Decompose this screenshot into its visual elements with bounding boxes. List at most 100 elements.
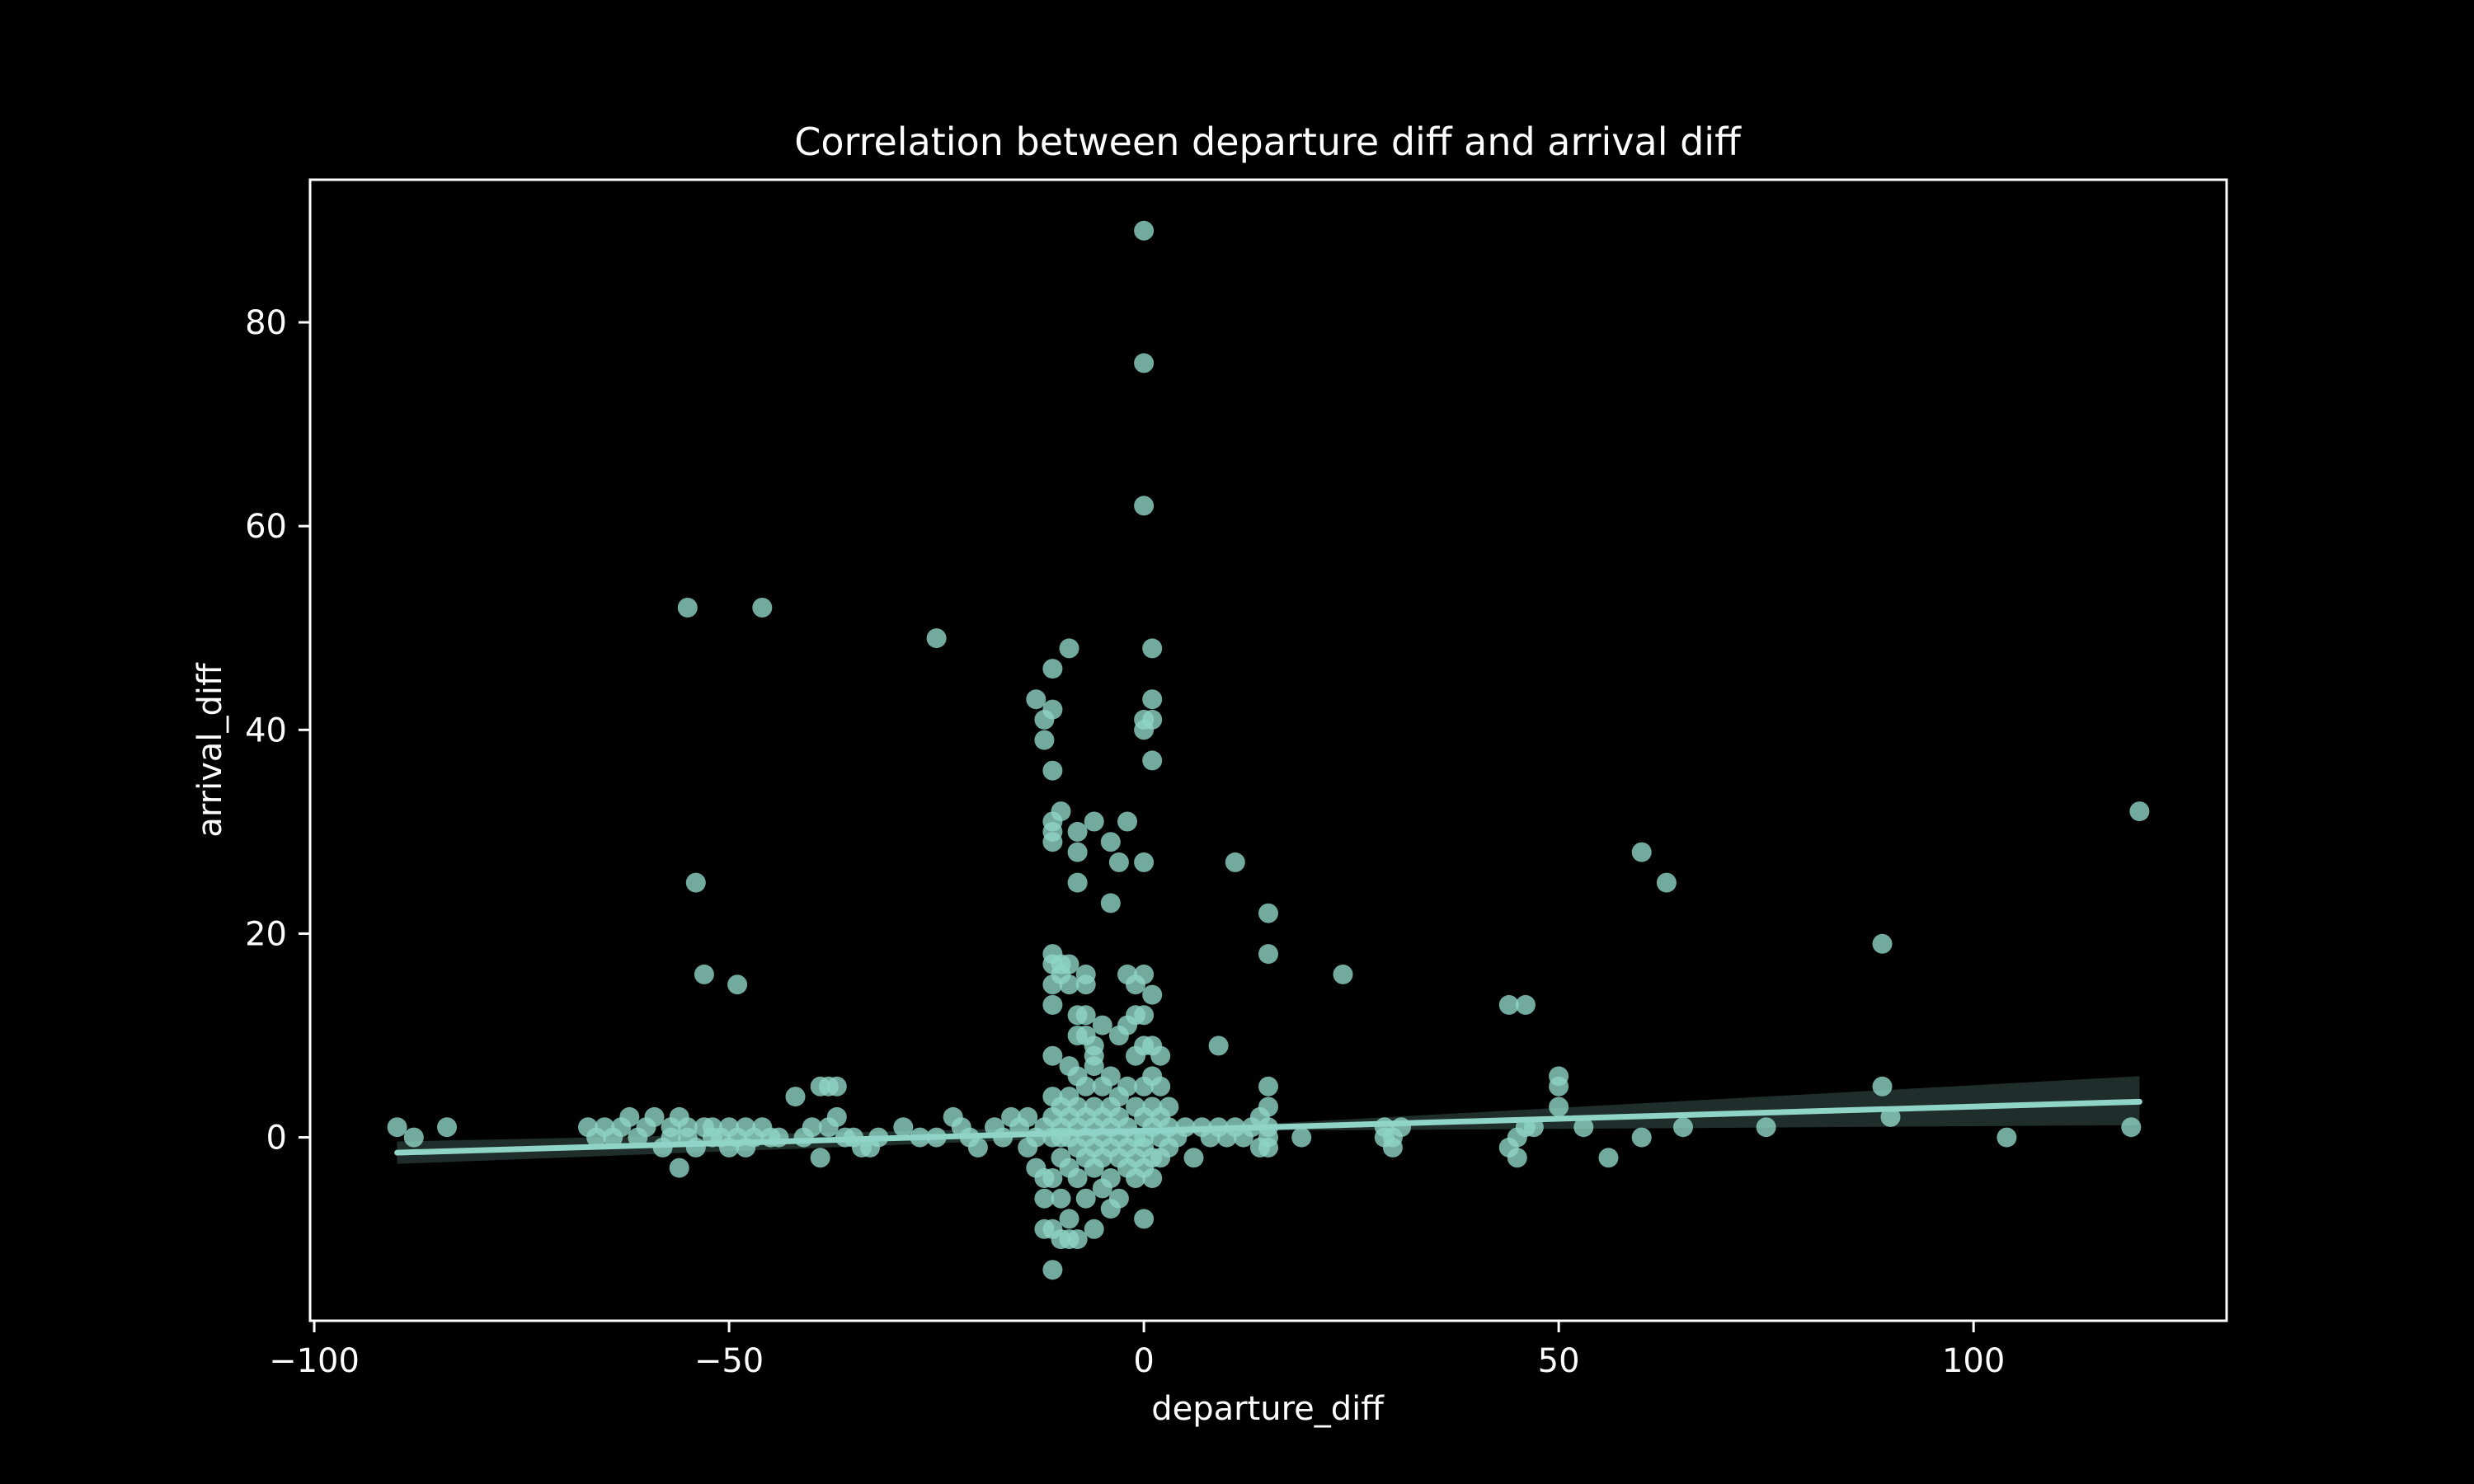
scatter-point [1159,1097,1179,1117]
scatter-point [1997,1127,2017,1148]
scatter-point [2121,1117,2142,1138]
y-tick-label: 20 [245,915,287,953]
scatter-point [1515,994,1536,1015]
scatter-point [826,1106,847,1127]
scatter-point [685,1137,706,1158]
scatter-point [1291,1127,1312,1148]
scatter-point [1142,638,1163,659]
scatter-point [1092,1015,1112,1036]
scatter-point [1150,1045,1171,1066]
scatter-point [1183,1148,1204,1168]
y-tick-label: 80 [245,304,287,342]
scatter-point [437,1117,457,1138]
scatter-point [685,872,706,893]
plot-area [387,220,2150,1280]
x-axis-label: departure_diff [1151,1390,1385,1428]
scatter-point [1134,1209,1155,1229]
scatter-point [1142,984,1163,1005]
scatter-point [1042,994,1063,1015]
scatter-point [1042,1168,1063,1188]
scatter-point [1108,1188,1129,1209]
scatter-point [1225,852,1245,872]
scatter-point [1142,750,1163,771]
scatter-point [1067,842,1088,862]
x-tick-label: 50 [1538,1342,1580,1380]
scatter-point [1067,1168,1088,1188]
scatter-point [1117,811,1137,832]
scatter-point [1042,659,1063,679]
scatter-point [1042,699,1063,720]
scatter-point [1075,1076,1096,1097]
scatter-point [1084,1219,1104,1239]
scatter-point [1042,1045,1063,1066]
x-tick-label: 100 [1942,1342,2005,1380]
scatter-point [1208,1036,1229,1056]
y-tick-label: 40 [245,711,287,749]
scatter-point [1059,974,1079,995]
scatter-point [1042,1260,1063,1280]
y-tick-label: 60 [245,508,287,546]
scatter-point [1134,964,1155,984]
x-tick-label: −50 [694,1342,764,1380]
scatter-point [1075,1005,1096,1026]
scatter-point [1084,1056,1104,1077]
scatter-point [1872,1076,1893,1097]
scatter-point [694,964,714,984]
scatter-point [1051,801,1071,822]
scatter-point [967,1137,988,1158]
scatter-point [1258,1137,1278,1158]
scatter-point [1100,1066,1121,1087]
scatter-point [1333,964,1353,984]
y-tick-label: 0 [266,1120,287,1158]
scatter-point [810,1148,830,1168]
scatter-point [387,1117,407,1138]
scatter-point [403,1127,424,1148]
scatter-point [1673,1117,1693,1138]
scatter-point [1631,1127,1652,1148]
y-axis-ticks: 0 20 40 60 80 [245,304,310,1158]
scatter-point [1872,933,1893,954]
scatter-point [926,628,947,649]
scatter-point [1134,220,1155,241]
scatter-point [669,1158,689,1178]
scatter-point [619,1106,640,1127]
scatter-point [1134,353,1155,373]
regression-line-layer [394,1098,2142,1156]
scatter-point [1026,689,1047,710]
scatter-point [1142,689,1163,710]
scatter-point [1258,903,1278,923]
scatter-point [1880,1106,1901,1127]
scatter-point [1075,1188,1096,1209]
scatter-point [1258,944,1278,965]
scatter-point [1059,1209,1079,1229]
x-tick-label: 0 [1133,1342,1154,1380]
scatter-point [1142,1168,1163,1188]
scatter-point [1084,811,1104,832]
scatter-point [644,1106,665,1127]
scatter-point [785,1087,806,1107]
scatter-point [1034,730,1055,750]
scatter-point [1100,893,1121,913]
scatter-point [1100,1168,1121,1188]
scatter-point [826,1076,847,1097]
scatter-point [1067,1229,1088,1250]
scatter-point [1059,954,1079,974]
scatter-point [1756,1117,1776,1138]
scatter-point [1549,1097,1569,1117]
scatter-point [1117,1076,1137,1097]
scatter-point [677,598,698,618]
scatter-point [1134,1005,1155,1026]
scatter-point [1042,760,1063,781]
scatter-point [1150,1076,1171,1097]
scatter-point [1134,852,1155,872]
scatter-point [1134,495,1155,516]
scatter-point [1498,994,1519,1015]
scatter-point [1108,852,1129,872]
scatter-point [1100,832,1121,852]
chart-title: Correlation between departure diff and a… [794,120,1742,164]
scatter-point [1631,842,1652,862]
scatter-point [1075,974,1096,995]
scatter-point [1142,709,1163,730]
scatter-point [1059,638,1079,659]
x-tick-label: −100 [269,1342,360,1380]
